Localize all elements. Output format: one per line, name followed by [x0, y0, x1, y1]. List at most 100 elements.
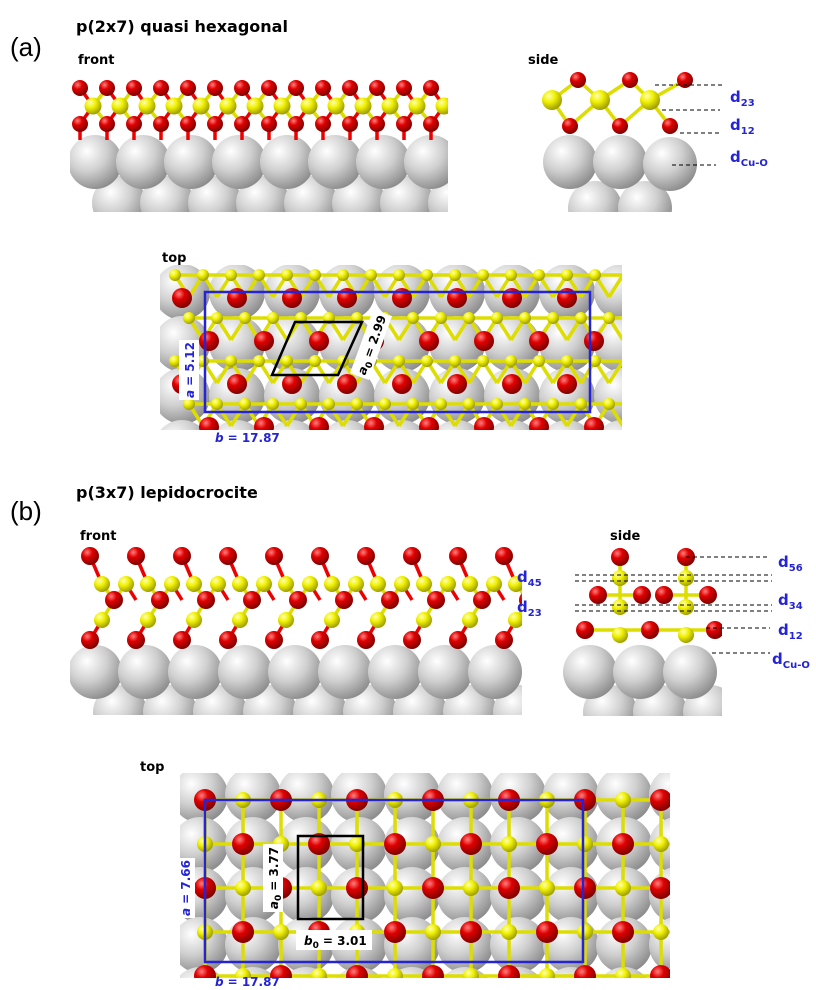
titanium-atom: [164, 576, 180, 592]
titanium-atom: [519, 398, 531, 410]
oxygen-atom: [677, 72, 693, 88]
distance-label: dCu-O: [730, 148, 768, 169]
oxygen-atom: [232, 833, 254, 855]
oxygen-atom: [396, 116, 412, 132]
titanium-atom: [539, 968, 555, 984]
oxygen-atom: [126, 80, 142, 96]
oxygen-atom: [342, 80, 358, 96]
oxygen-atom: [315, 80, 331, 96]
titanium-atom: [678, 599, 694, 615]
titanium-atom: [225, 269, 237, 281]
oxygen-atom: [576, 621, 594, 639]
copper-atom: [594, 264, 650, 320]
oxygen-atom: [650, 789, 672, 811]
titanium-atom: [416, 612, 432, 628]
copper-atom: [490, 917, 546, 973]
oxygen-atom: [254, 331, 274, 351]
titanium-atom: [311, 880, 327, 896]
copper-atom: [404, 135, 458, 189]
oxygen-atom: [151, 591, 169, 609]
oxygen-atom: [309, 417, 329, 437]
titanium-atom: [463, 398, 475, 410]
titanium-atom: [577, 924, 593, 940]
titanium-atom: [533, 355, 545, 367]
panel-label: (a): [10, 32, 42, 62]
titanium-atom: [186, 612, 202, 628]
copper-atom: [418, 645, 472, 699]
oxygen-atom: [662, 118, 678, 134]
oxygen-atom: [699, 586, 717, 604]
oxygen-atom: [265, 631, 283, 649]
titanium-atom: [232, 612, 248, 628]
oxygen-atom: [384, 833, 406, 855]
titanium-atom: [351, 398, 363, 410]
titanium-atom: [561, 269, 573, 281]
oxygen-atom: [612, 833, 634, 855]
oxygen-atom: [234, 80, 250, 96]
titanium-atom: [387, 880, 403, 896]
copper-atom: [116, 135, 170, 189]
titanium-atom: [407, 312, 419, 324]
oxygen-atom: [72, 80, 88, 96]
copper-atom: [212, 135, 266, 189]
titanium-atom: [210, 576, 226, 592]
titanium-atom: [355, 98, 372, 115]
titanium-atom: [183, 312, 195, 324]
titanium-atom: [463, 968, 479, 984]
copper-atom: [164, 135, 218, 189]
titanium-atom: [612, 627, 628, 643]
oxygen-atom: [392, 374, 412, 394]
oxygen-atom: [197, 591, 215, 609]
titanium-atom: [603, 312, 615, 324]
dimension-a: a= 7.66: [175, 858, 195, 918]
titanium-atom: [477, 269, 489, 281]
oxygen-atom: [265, 547, 283, 565]
oxygen-atom: [650, 877, 672, 899]
oxygen-atom: [311, 631, 329, 649]
oxygen-atom: [529, 417, 549, 437]
oxygen-atom: [460, 921, 482, 943]
titanium-atom: [678, 627, 694, 643]
titanium-atom: [239, 398, 251, 410]
oxygen-atom: [574, 877, 596, 899]
titanium-atom: [421, 269, 433, 281]
titanium-atom: [235, 880, 251, 896]
titanium-atom: [211, 312, 223, 324]
oxygen-atom: [474, 331, 494, 351]
titanium-atom: [323, 398, 335, 410]
oxygen-atom: [449, 547, 467, 565]
distance-label: d23: [517, 598, 542, 619]
oxygen-atom: [261, 116, 277, 132]
oxygen-atom: [473, 591, 491, 609]
oxygen-atom: [611, 548, 629, 566]
dimension-b0: b0= 3.01: [296, 930, 372, 951]
structure-view: [563, 548, 737, 739]
titanium-atom: [273, 924, 289, 940]
distance-label: d56: [778, 553, 803, 574]
structure-view: [542, 72, 697, 235]
oxygen-atom: [498, 965, 520, 987]
oxygen-atom: [309, 331, 329, 351]
oxygen-atom: [650, 965, 672, 987]
oxygen-atom: [364, 417, 384, 437]
titanium-atom: [519, 312, 531, 324]
view-label: front: [78, 53, 114, 68]
panel-title: p(3x7) lepidocrocite: [76, 483, 258, 502]
titanium-atom: [463, 312, 475, 324]
titanium-atom: [311, 968, 327, 984]
oxygen-atom: [495, 547, 513, 565]
titanium-atom: [449, 355, 461, 367]
side-dashes: [575, 557, 772, 653]
titanium-atom: [615, 792, 631, 808]
oxygen-atom: [99, 80, 115, 96]
titanium-atom: [409, 98, 426, 115]
figure: (a) p(2x7) quasi hexagonal front side d2…: [0, 0, 816, 990]
oxygen-atom: [584, 417, 604, 437]
titanium-atom: [295, 398, 307, 410]
panel-label: (b): [10, 496, 42, 526]
titanium-atom: [615, 968, 631, 984]
view-label: top: [162, 251, 186, 266]
titanium-atom: [302, 576, 318, 592]
oxygen-atom: [207, 80, 223, 96]
oxygen-atom: [369, 80, 385, 96]
